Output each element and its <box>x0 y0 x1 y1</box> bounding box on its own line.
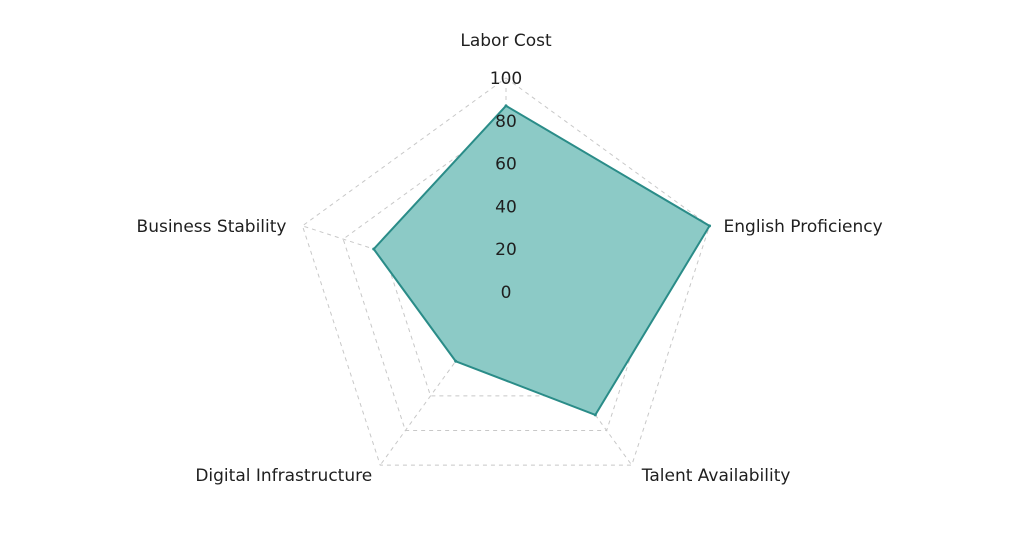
axis-label-layer: Labor Cost English Proficiency Talent Avai… <box>137 31 883 486</box>
data-layer <box>372 104 712 417</box>
tick-label: 20 <box>495 240 517 260</box>
axis-label-english-proficiency: English Proficiency <box>724 217 883 237</box>
tick-label: 0 <box>501 283 512 303</box>
data-point-0 <box>504 104 508 108</box>
series-area <box>372 104 711 417</box>
data-point-3 <box>454 359 458 363</box>
axis-label-digital-infrastructure: Digital Infrastructure <box>195 466 372 486</box>
tick-label: 100 <box>490 69 522 89</box>
axis-label-business-stability: Business Stability <box>137 217 287 237</box>
data-point-1 <box>708 224 712 228</box>
grid-ring-100 <box>301 77 711 466</box>
grid-ring-60 <box>383 162 629 397</box>
tick-label: 60 <box>495 155 517 175</box>
axis-label-talent-availability: Talent Availability <box>641 466 791 486</box>
axis-label-labor-cost: Labor Cost <box>460 31 552 51</box>
tick-label: 80 <box>495 112 517 132</box>
data-point-2 <box>593 413 597 417</box>
tick-label: 40 <box>495 197 517 217</box>
tick-layer: 0 20 40 60 80 100 <box>490 69 522 303</box>
data-point-4 <box>372 247 376 251</box>
